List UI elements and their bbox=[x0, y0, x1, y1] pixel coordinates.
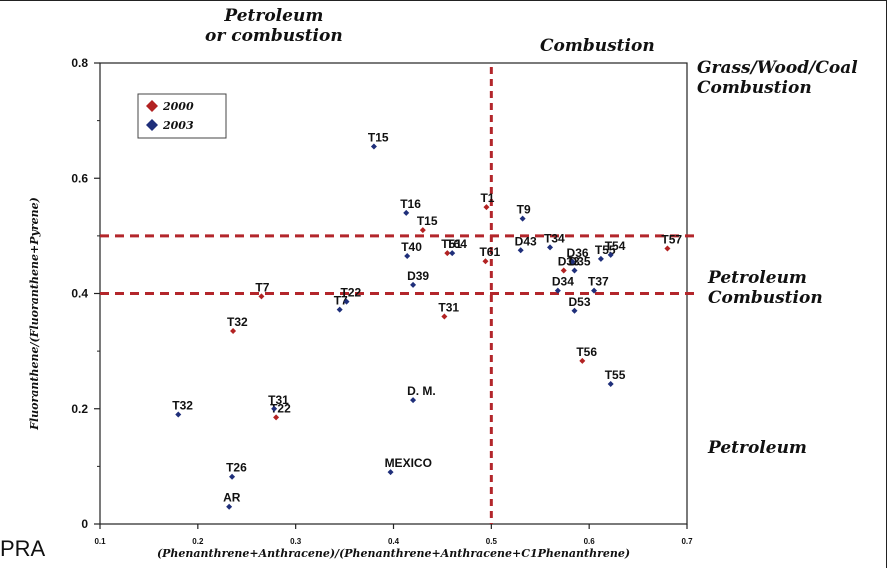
data-point bbox=[597, 255, 604, 262]
point-label: D34 bbox=[552, 275, 574, 289]
point-label: T15 bbox=[417, 214, 438, 228]
legend-entry-2000: 2000 bbox=[162, 100, 194, 113]
point-label: D43 bbox=[515, 234, 537, 248]
y-tick-label: 0.6 bbox=[71, 171, 88, 185]
point-label: T55 bbox=[605, 368, 626, 382]
point-label: D. M. bbox=[407, 384, 436, 398]
data-point bbox=[449, 250, 456, 257]
legend: 2000 2003 bbox=[137, 93, 227, 139]
zone-label-petroleum-or-combustion: Petroleum or combustion bbox=[205, 6, 343, 46]
point-label: T54 bbox=[605, 239, 626, 253]
data-point bbox=[226, 503, 233, 510]
x-tick-label: 0.5 bbox=[486, 537, 498, 546]
point-label: T7 bbox=[334, 294, 348, 308]
legend-marker-2000 bbox=[146, 100, 158, 112]
point-label: D35 bbox=[568, 254, 590, 268]
data-point bbox=[258, 293, 265, 300]
point-label: T34 bbox=[544, 231, 565, 245]
point-label: D53 bbox=[568, 295, 590, 309]
data-point bbox=[370, 143, 377, 150]
data-point bbox=[517, 247, 524, 254]
data-point bbox=[229, 473, 236, 480]
data-point bbox=[175, 411, 182, 418]
y-tick-label: 0 bbox=[81, 517, 88, 531]
x-tick-label: 0.7 bbox=[681, 537, 693, 546]
data-point bbox=[444, 250, 451, 257]
data-point bbox=[607, 380, 614, 387]
point-label: T16 bbox=[400, 197, 421, 211]
data-point bbox=[410, 397, 417, 404]
data-point bbox=[607, 251, 614, 258]
point-label: D33 bbox=[558, 254, 580, 268]
point-label: T57 bbox=[661, 233, 682, 247]
zone-label-petroleum-combustion: Petroleum Combustion bbox=[708, 268, 823, 308]
data-point bbox=[547, 244, 554, 251]
point-label: T37 bbox=[588, 275, 609, 289]
data-point bbox=[441, 313, 448, 320]
data-point bbox=[519, 215, 526, 222]
point-label: AR bbox=[223, 491, 241, 505]
point-label: MEXICO bbox=[385, 456, 432, 470]
data-point bbox=[579, 357, 586, 364]
point-label: T1 bbox=[480, 191, 494, 205]
data-point bbox=[591, 287, 598, 294]
point-label: T64 bbox=[446, 237, 467, 251]
x-tick-label: 0.1 bbox=[94, 537, 106, 546]
point-label: T15 bbox=[368, 131, 389, 145]
point-label: D39 bbox=[407, 269, 429, 283]
data-point bbox=[403, 209, 410, 216]
zone-label-combustion: Combustion bbox=[540, 36, 655, 56]
point-label: T7 bbox=[255, 280, 269, 294]
data-point bbox=[273, 414, 280, 421]
point-label: T32 bbox=[227, 315, 248, 329]
y-axis-label: Fluoranthene/(Fluoranthene+Pyrene) bbox=[28, 197, 41, 431]
zone-label-petroleum: Petroleum bbox=[708, 438, 807, 458]
data-point bbox=[569, 258, 576, 265]
x-tick-label: 0.3 bbox=[290, 537, 302, 546]
x-tick-label: 0.6 bbox=[584, 537, 596, 546]
point-label: T26 bbox=[226, 461, 247, 475]
point-label: T40 bbox=[401, 240, 422, 254]
point-label: D36 bbox=[567, 246, 589, 260]
point-label: T51 bbox=[441, 237, 462, 251]
data-point bbox=[560, 267, 567, 274]
data-point bbox=[571, 307, 578, 314]
zone-label-grass-wood-coal-combustion: Grass/Wood/Coal Combustion bbox=[697, 58, 858, 98]
data-point bbox=[343, 298, 350, 305]
data-point bbox=[404, 253, 411, 260]
point-label: T61 bbox=[479, 245, 500, 259]
series-2000: T1 T15 T7 T32 T31 T61 T22 T57 T56 T51 D33 bbox=[227, 191, 682, 421]
point-label: T31 bbox=[268, 393, 289, 407]
point-label: T22 bbox=[270, 401, 291, 415]
point-label: T31 bbox=[438, 301, 459, 315]
data-point bbox=[419, 227, 426, 234]
data-point bbox=[483, 204, 490, 211]
y-tick-label: 0.8 bbox=[71, 56, 88, 70]
point-label: T22 bbox=[341, 286, 362, 300]
x-axis-label: (Phenanthrene+Anthracene)/(Phenanthrene+… bbox=[157, 547, 630, 560]
point-label: T56 bbox=[576, 345, 597, 359]
y-tick-label: 0.4 bbox=[71, 287, 88, 301]
y-tick-label: 0.2 bbox=[71, 402, 88, 416]
data-point bbox=[482, 258, 489, 265]
data-point bbox=[571, 267, 578, 274]
point-label: T9 bbox=[517, 203, 531, 217]
footer-label: PRA bbox=[0, 536, 46, 561]
point-label: T32 bbox=[172, 399, 193, 413]
data-point bbox=[271, 405, 278, 412]
x-tick-label: 0.2 bbox=[192, 537, 204, 546]
data-point bbox=[664, 245, 671, 252]
data-point bbox=[554, 287, 561, 294]
data-point bbox=[336, 306, 343, 313]
data-point bbox=[387, 469, 394, 476]
x-tick-label: 0.4 bbox=[388, 537, 400, 546]
legend-entry-2003: 2003 bbox=[162, 119, 194, 132]
legend-marker-2003 bbox=[146, 119, 158, 131]
data-point bbox=[230, 327, 237, 334]
data-point bbox=[410, 281, 417, 288]
